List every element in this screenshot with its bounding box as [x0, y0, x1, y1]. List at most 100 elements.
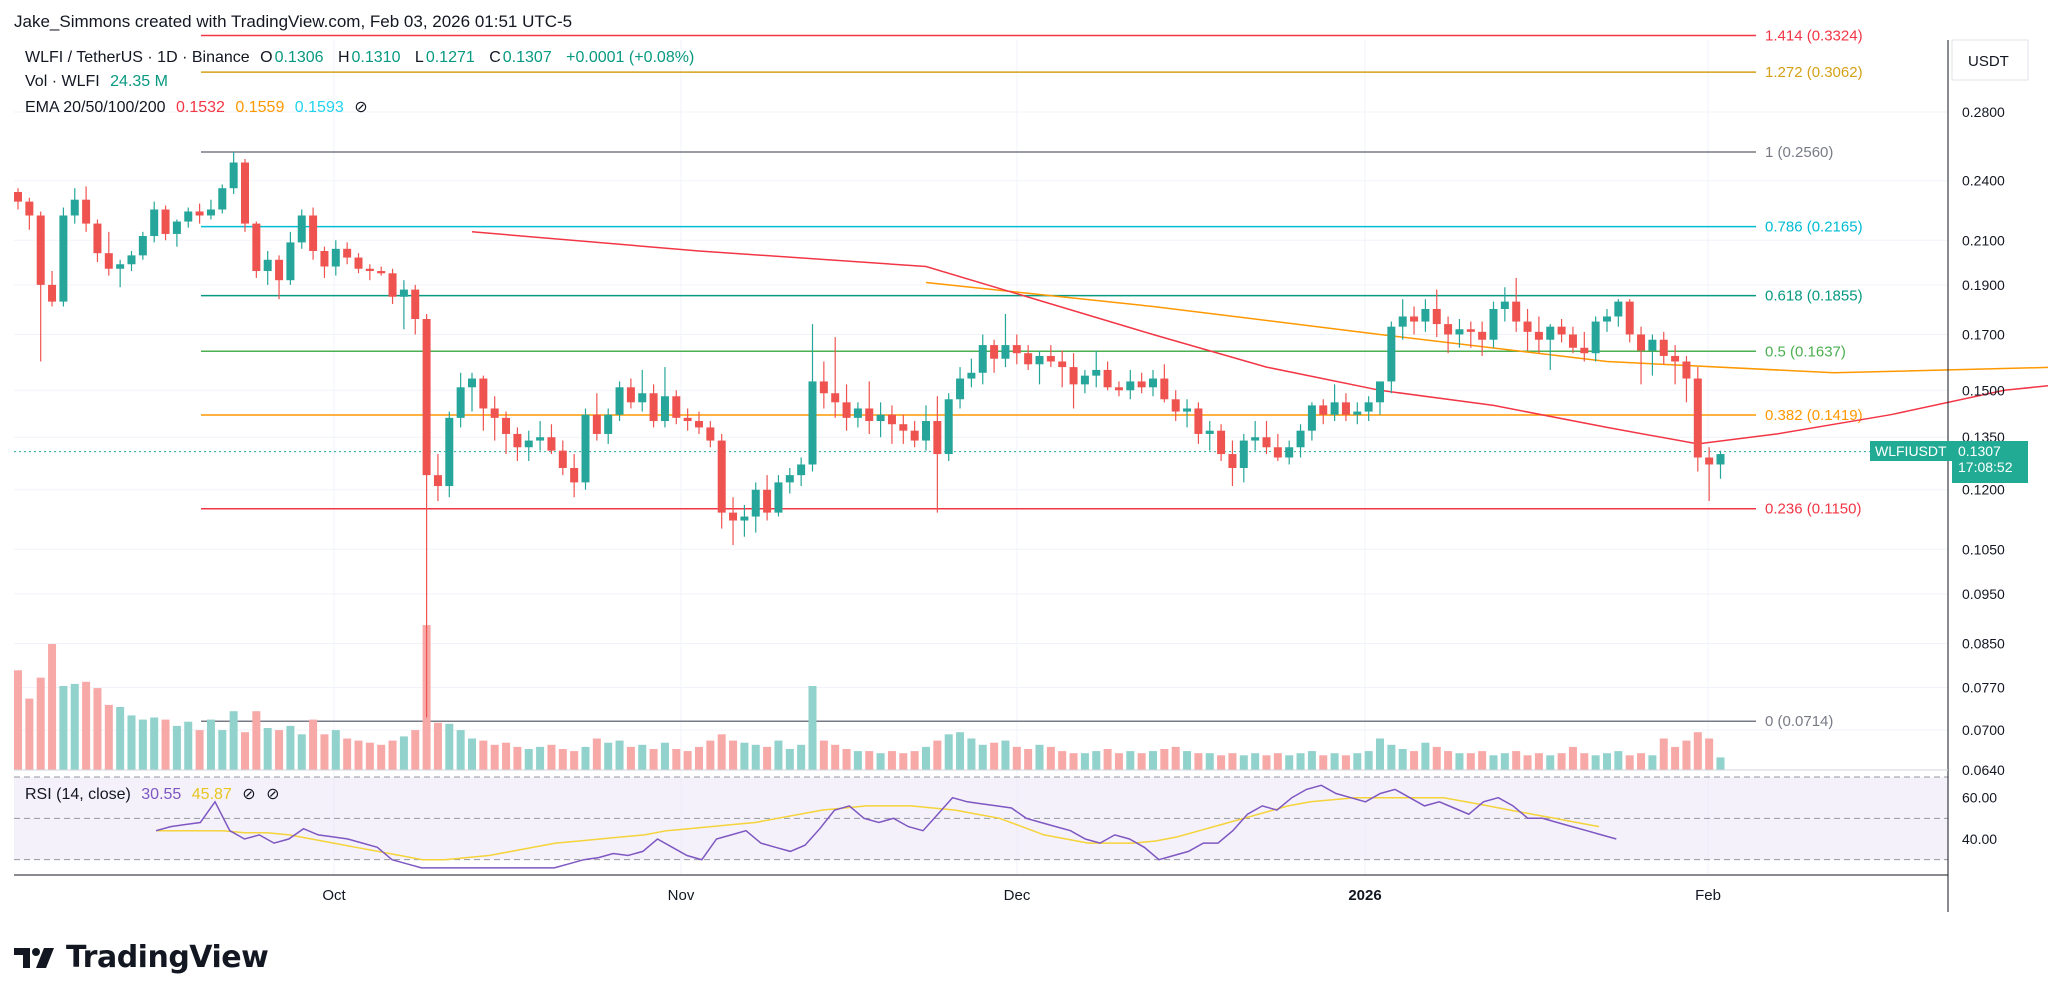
volume-bar	[1012, 746, 1021, 770]
candle-body	[331, 248, 340, 267]
eye-slash-icon[interactable]: ⊘	[242, 786, 256, 803]
candle-body	[297, 215, 306, 243]
volume-bar	[615, 740, 624, 770]
candle-body	[1092, 369, 1101, 376]
volume-bar	[229, 711, 238, 770]
volume-bar	[388, 740, 397, 770]
candle-body	[1114, 387, 1123, 391]
volume-bar	[1183, 751, 1192, 770]
volume-bar	[48, 644, 57, 770]
volume-bar	[887, 751, 896, 770]
candle-body	[161, 209, 170, 234]
candle-body	[445, 417, 454, 487]
candle-body	[1183, 408, 1192, 412]
eye-slash-icon[interactable]: ⊘	[354, 99, 368, 116]
fib-level-label: 0.786 (0.2165)	[1765, 219, 1863, 236]
candle-body	[104, 253, 113, 269]
volume-bar	[25, 698, 34, 770]
candle-body	[172, 221, 181, 234]
fib-level-label: 0.5 (0.1637)	[1765, 343, 1846, 360]
candle-body	[1137, 381, 1146, 388]
candle-body	[343, 248, 352, 258]
candle-body	[36, 215, 45, 285]
volume-bar	[354, 740, 363, 770]
candle-body	[138, 236, 147, 256]
volume-bar	[1534, 753, 1543, 770]
volume-bar	[14, 670, 22, 770]
candle-body	[1126, 381, 1135, 391]
candle-body	[1580, 347, 1589, 354]
candle-body	[1523, 321, 1532, 332]
candle-body	[365, 268, 374, 272]
candle-body	[1319, 405, 1328, 415]
rsi-ma-line	[156, 796, 1600, 861]
volume-bar	[1285, 755, 1294, 770]
volume-bar	[1296, 753, 1305, 770]
symbol-legend[interactable]: WLFI / TetherUS · 1D · Binance O 0.1306 H…	[25, 49, 710, 67]
volume-bar	[1387, 744, 1396, 770]
volume-label: Vol · WLFI	[25, 73, 100, 90]
candle-body	[524, 440, 533, 448]
candle-body	[1353, 411, 1362, 415]
volume-bar	[1058, 751, 1067, 770]
candle-body	[1217, 430, 1226, 455]
candle-body	[740, 516, 749, 521]
eye-slash-icon[interactable]: ⊘	[266, 786, 280, 803]
volume-bar	[1217, 755, 1226, 770]
candle-body	[14, 192, 22, 202]
volume-bar	[785, 749, 794, 770]
volume-bar	[842, 749, 851, 770]
candlesticks	[14, 151, 1725, 718]
currency-label: USDT	[1968, 53, 2009, 70]
fib-level-label: 1.414 (0.3324)	[1765, 28, 1863, 45]
volume-bar	[456, 730, 465, 770]
candle-body	[558, 450, 567, 468]
volume-bar	[1046, 746, 1055, 770]
volume-bar	[1103, 749, 1112, 770]
volume-bar	[808, 686, 817, 770]
volume-bar	[1024, 749, 1033, 770]
symbol-name: WLFI / TetherUS · 1D · Binance	[25, 49, 250, 66]
volume-bar	[1228, 753, 1237, 770]
volume-legend[interactable]: Vol · WLFI 24.35 M	[25, 73, 174, 91]
rsi-label: RSI (14, close)	[25, 786, 131, 803]
volume-bar	[1682, 740, 1691, 770]
attribution-text: Jake_Simmons created with TradingView.co…	[14, 12, 573, 31]
candle-body	[1296, 430, 1305, 448]
candle-body	[377, 271, 386, 274]
volume-bar	[1137, 753, 1146, 770]
candle-body	[547, 437, 556, 451]
candle-body	[1603, 316, 1611, 322]
candle-body	[922, 421, 930, 441]
candle-body	[1160, 378, 1169, 400]
volume-bar	[1194, 753, 1203, 770]
open-value: 0.1306	[274, 49, 324, 66]
candle-body	[1716, 454, 1725, 465]
candle-body	[411, 289, 420, 320]
candle-body	[1659, 339, 1668, 356]
candle-body	[536, 437, 545, 441]
candle-body	[1149, 378, 1157, 388]
candle-body	[876, 414, 885, 422]
tradingview-logo[interactable]: TradingView	[14, 940, 269, 975]
volume-bar	[706, 740, 715, 770]
tradingview-logo-text: TradingView	[66, 940, 269, 975]
fibonacci-retracement[interactable]: 1.414 (0.3324) 1.272 (0.3062) 1 (0.2560) 0.…	[14, 28, 1948, 731]
volume-bar	[36, 677, 45, 770]
volume-bar	[1659, 738, 1668, 770]
volume-bar	[445, 723, 454, 770]
volume-bar	[1432, 746, 1441, 770]
candle-body	[1194, 408, 1203, 434]
candle-body	[1171, 399, 1180, 412]
candle-body	[229, 162, 238, 189]
volume-bar	[626, 746, 635, 770]
rsi-legend[interactable]: RSI (14, close) 30.55 45.87 ⊘ ⊘	[25, 784, 286, 804]
ema-legend[interactable]: EMA 20/50/100/200 0.1532 0.1559 0.1593 ⊘	[25, 97, 374, 117]
fib-level-label: 0.236 (0.1150)	[1765, 501, 1861, 518]
volume-bar	[468, 738, 476, 770]
candle-body	[763, 489, 772, 513]
volume-bar	[683, 751, 692, 770]
candle-body	[1341, 402, 1350, 415]
candle-body	[1591, 321, 1600, 354]
